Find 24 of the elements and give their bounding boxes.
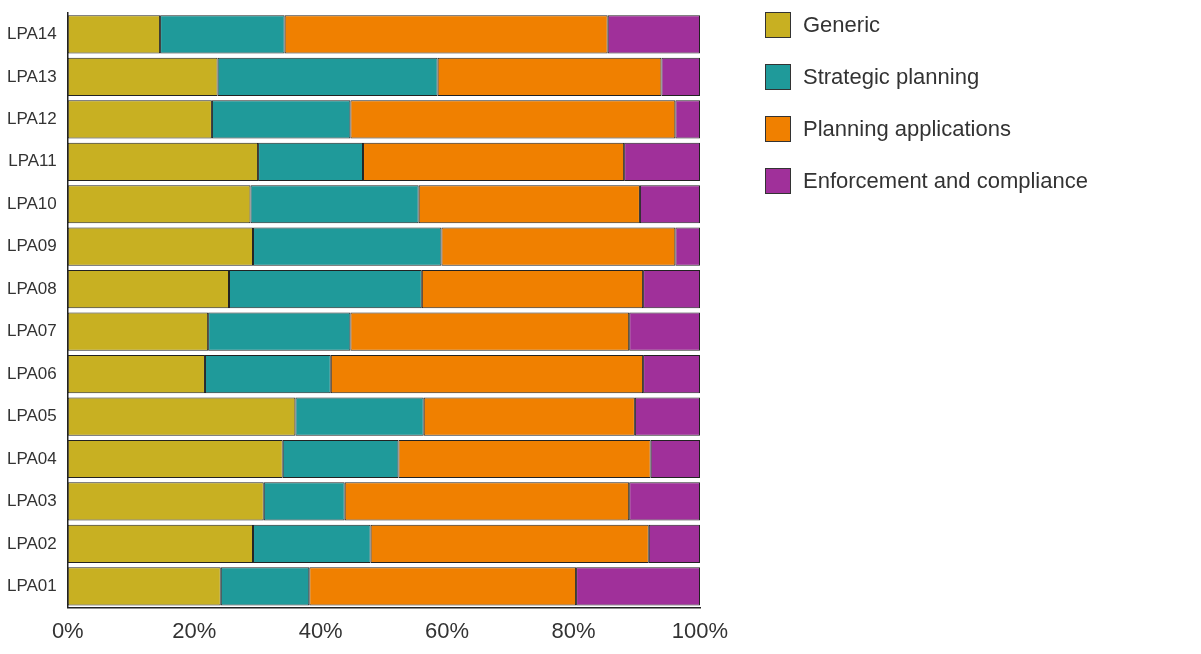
legend-label: Enforcement and compliance	[803, 168, 1088, 194]
x-tick-label: 100%	[671, 617, 729, 643]
x-tick-label: 0%	[51, 617, 84, 643]
y-tick-label: LPA01	[7, 576, 57, 596]
legend-label: Strategic planning	[803, 64, 980, 90]
y-tick-label: LPA07	[7, 321, 57, 341]
y-tick-label: LPA14	[7, 24, 57, 44]
text: Planning applications	[803, 116, 1011, 142]
x-tick-label: 80%	[551, 617, 596, 643]
y-tick-label: LPA09	[7, 236, 57, 256]
y-tick-label: LPA08	[7, 278, 57, 298]
y-tick-label: LPA06	[7, 363, 57, 383]
legend-label: Generic	[803, 12, 881, 38]
y-tick-label: LPA12	[7, 109, 57, 129]
y-tick-label: LPA02	[7, 533, 57, 553]
y-tick-label: LPA05	[7, 406, 57, 426]
x-tick-label: 40%	[298, 617, 343, 643]
y-tick-label: LPA11	[8, 151, 57, 171]
y-tick-label: LPA13	[7, 66, 57, 86]
y-tick-label: LPA03	[7, 491, 57, 511]
y-tick-label: LPA04	[7, 448, 57, 468]
y-tick-label: LPA10	[7, 193, 57, 213]
x-tick-label: 60%	[425, 617, 470, 643]
x-tick-label: 20%	[172, 617, 217, 643]
